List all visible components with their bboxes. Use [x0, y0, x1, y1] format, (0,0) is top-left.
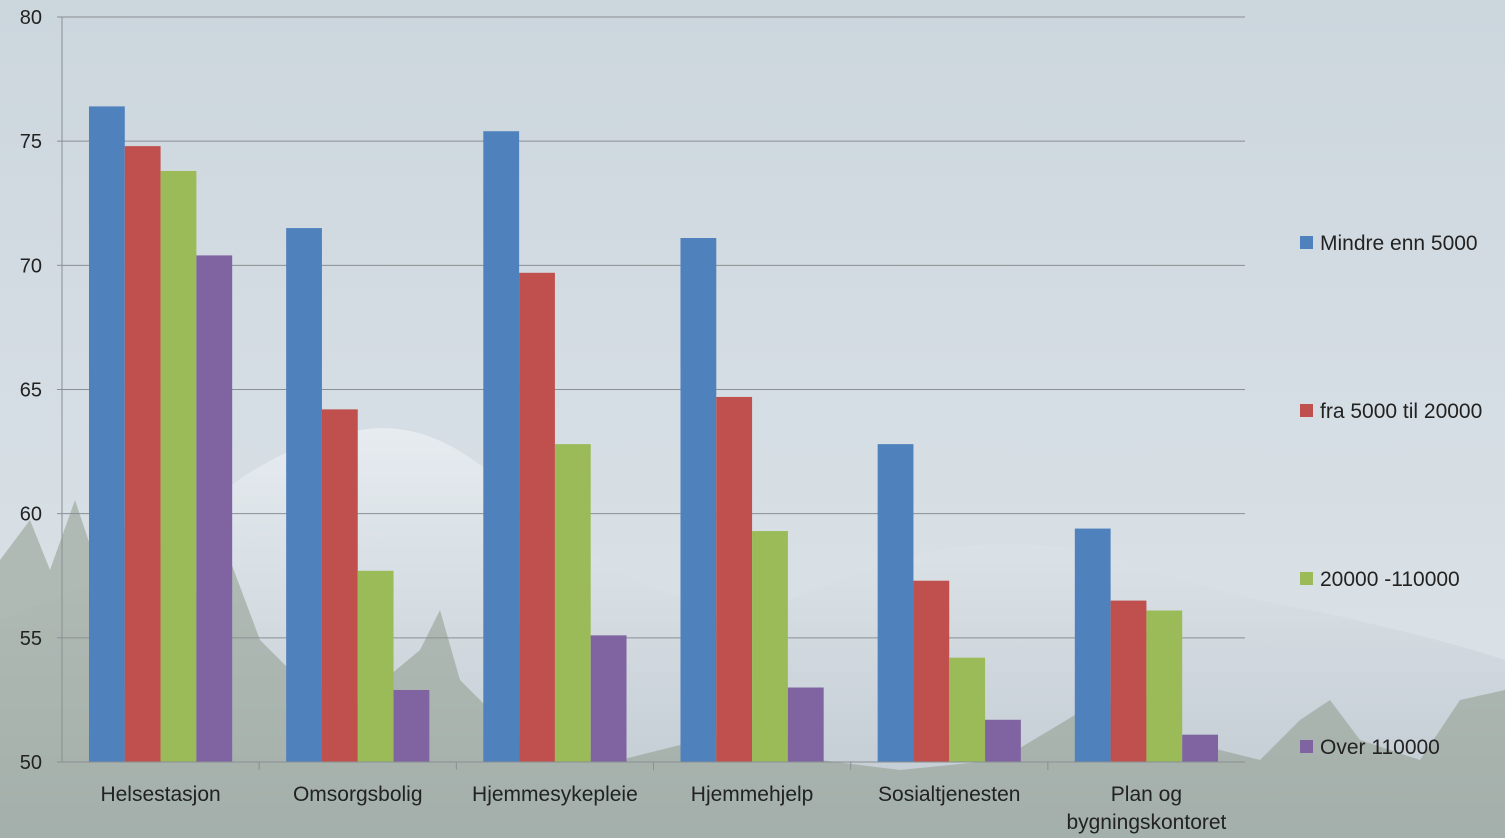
bar-4-3 — [590, 635, 627, 762]
bar-1-5 — [877, 444, 914, 762]
x-tick-label: Hjemmesykepleie — [472, 783, 638, 806]
x-tick-label: Hjemmehjelp — [691, 783, 814, 806]
y-tick-label: 50 — [20, 752, 42, 774]
y-tick-label: 70 — [20, 255, 42, 277]
bar-2-5 — [913, 580, 950, 762]
x-tick-label: Sosialtjenesten — [878, 783, 1020, 806]
bar-3-3 — [554, 444, 591, 762]
bar-3-6 — [1146, 610, 1183, 762]
y-tick-label: 60 — [20, 504, 42, 526]
x-axis: Helsestasjon Omsorgsbolig Hjemmesykepleie H… — [62, 761, 1245, 834]
bar-3-1 — [160, 170, 197, 762]
bar-1-3 — [483, 131, 520, 762]
legend-label-3: 20000 -110000 — [1320, 568, 1460, 591]
legend: Mindre enn 5000 fra 5000 til 20000 20000 -… — [1300, 232, 1482, 759]
bar-4-4 — [787, 687, 824, 762]
bar-2-3 — [519, 272, 555, 762]
bar-4-2 — [393, 689, 430, 762]
legend-swatch-3 — [1300, 572, 1313, 585]
x-tick-label: Helsestasjon — [100, 783, 220, 806]
y-tick-label: 65 — [20, 380, 42, 402]
bar-2-2 — [321, 409, 358, 762]
x-tick-label: bygningskontoret — [1066, 811, 1226, 834]
y-tick-label: 55 — [20, 628, 42, 650]
bar-2-6 — [1110, 600, 1147, 762]
bar-1-4 — [680, 238, 717, 762]
bar-3-2 — [357, 570, 394, 762]
bar-2-4 — [716, 396, 753, 762]
legend-label-2: fra 5000 til 20000 — [1320, 400, 1482, 423]
y-axis: 50 55 60 65 70 75 80 — [20, 7, 63, 774]
legend-label-1: Mindre enn 5000 — [1320, 232, 1478, 255]
x-tick-label: Omsorgsbolig — [293, 783, 423, 806]
legend-swatch-1 — [1300, 236, 1313, 249]
y-tick-label: 75 — [20, 131, 42, 153]
legend-swatch-4 — [1300, 740, 1313, 753]
bar-1-2 — [286, 228, 322, 763]
bar-1-1 — [88, 106, 125, 762]
bar-4-1 — [196, 255, 233, 762]
bar-4-5 — [985, 719, 1021, 762]
bar-4-6 — [1182, 734, 1219, 762]
x-tick-label: Plan og — [1111, 783, 1182, 806]
bar-3-4 — [752, 531, 788, 762]
bar-2-1 — [124, 146, 161, 763]
bars — [88, 106, 1219, 763]
gridlines — [62, 16, 1245, 639]
y-tick-label: 80 — [20, 7, 42, 29]
legend-label-4: Over 110000 — [1320, 736, 1440, 759]
bar-3-5 — [949, 657, 986, 762]
bar-1-6 — [1074, 528, 1111, 762]
legend-swatch-2 — [1300, 404, 1313, 417]
